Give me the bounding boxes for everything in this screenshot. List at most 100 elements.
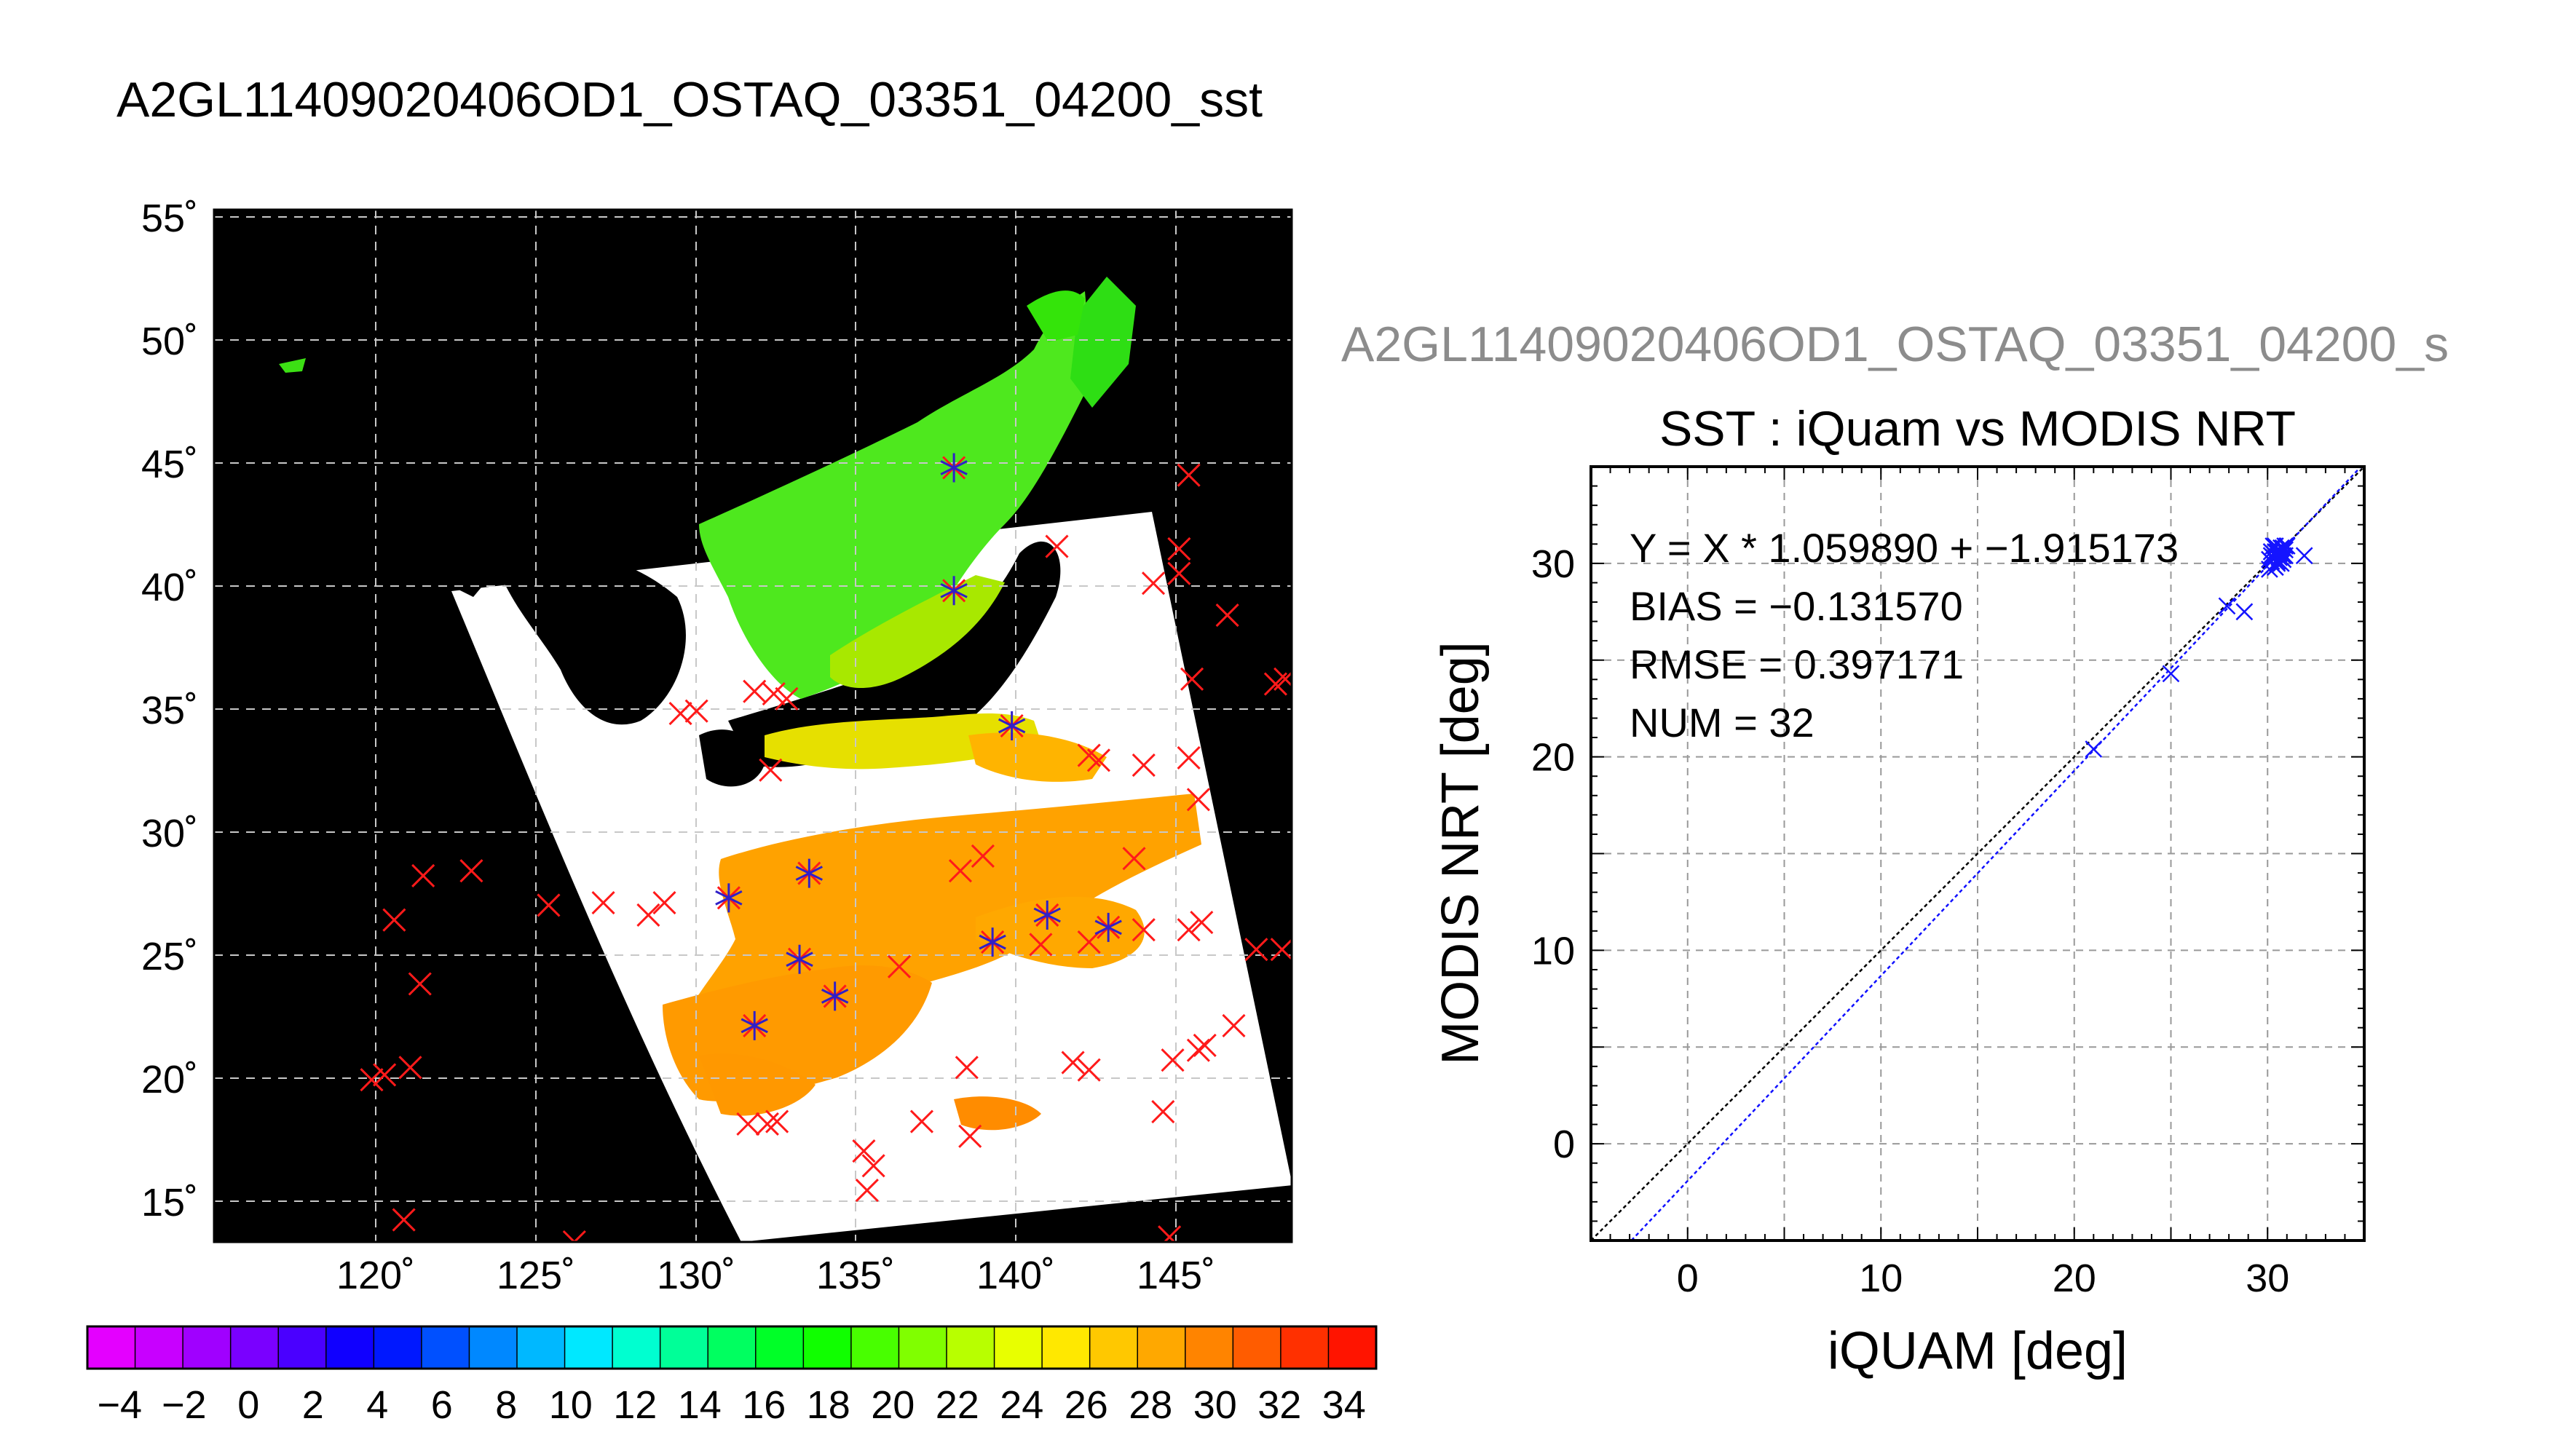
lat-label: 20˚ — [141, 1058, 198, 1101]
buoy-x-marker — [861, 1154, 885, 1178]
sst-green-island — [279, 358, 306, 373]
buoy-x-marker — [411, 863, 435, 888]
buoy-x-marker — [1158, 1225, 1182, 1242]
matched-star-marker — [741, 1010, 768, 1040]
y-tick-label: 20 — [1531, 736, 1575, 780]
buoy-x-marker — [958, 1124, 982, 1148]
buoy-x-marker — [1077, 1058, 1101, 1082]
lon-label: 125˚ — [497, 1254, 575, 1297]
scatter-point — [2085, 740, 2103, 758]
sst-map: 55˚ 50˚ 45˚ 40˚ 35˚ 30˚ 25˚ 20˚ 15˚ 120˚… — [141, 197, 1293, 1297]
colorbar-swatch — [230, 1326, 279, 1369]
colorbar-swatch — [755, 1326, 804, 1369]
colorbar-label: 4 — [366, 1383, 388, 1427]
matched-star-marker — [998, 711, 1026, 740]
colorbar-swatch — [469, 1326, 518, 1369]
colorbar-swatch — [708, 1326, 757, 1369]
colorbar-label: 26 — [1065, 1383, 1108, 1427]
plot-points — [2085, 537, 2313, 758]
plot-tick-labels: 0 10 20 30 0 10 20 30 — [1531, 542, 2289, 1300]
x-tick-label: 0 — [1677, 1257, 1699, 1300]
lat-label: 35˚ — [141, 689, 198, 732]
colorbar: −4 −2 0 2 4 6 8 10 12 14 16 18 20 22 24 26 28 30 32 34 — [86, 1325, 1378, 1427]
matched-star-marker — [821, 981, 849, 1011]
colorbar-swatch — [135, 1326, 183, 1369]
japan-landmass — [728, 541, 1061, 767]
one-to-one-line — [1591, 467, 2364, 1241]
buoy-x-marker — [1177, 918, 1201, 942]
buoy-x-marker — [1151, 1099, 1175, 1124]
map-buoy-points — [360, 453, 1292, 1242]
sst-yellowgreen-belt — [830, 575, 1005, 688]
buoy-x-marker — [1077, 930, 1101, 954]
lat-label: 55˚ — [141, 197, 198, 240]
lat-label: 15˚ — [141, 1181, 198, 1224]
sst-orange-south — [699, 1053, 816, 1116]
colorbar-label: −2 — [162, 1383, 207, 1427]
buoy-x-marker — [775, 687, 799, 711]
colorbar-swatch — [421, 1326, 470, 1369]
scatter-point — [2218, 597, 2236, 615]
buoy-x-marker — [971, 844, 995, 869]
buoy-x-marker — [537, 893, 561, 917]
colorbar-label: 10 — [549, 1383, 593, 1427]
scatter-point — [2235, 603, 2254, 621]
colorbar-label: 12 — [613, 1383, 657, 1427]
lon-tick-labels: 120˚ 125˚ 130˚ 135˚ 140˚ 145˚ — [336, 1254, 1215, 1297]
buoy-x-marker — [759, 758, 783, 782]
colorbar-swatch — [517, 1326, 566, 1369]
colorbar-label: 28 — [1129, 1383, 1172, 1427]
buoy-x-marker — [909, 1109, 934, 1133]
colorbar-label: 14 — [678, 1383, 722, 1427]
buoy-x-marker — [1177, 745, 1201, 769]
buoy-x-marker — [1186, 788, 1210, 812]
colorbar-label: 20 — [871, 1383, 915, 1427]
buoy-x-marker — [1141, 571, 1166, 596]
buoy-x-marker — [1161, 1048, 1185, 1072]
china-coast — [430, 553, 510, 597]
sst-yellow-south — [765, 713, 1041, 769]
hokkaido-green — [1027, 290, 1085, 342]
matched-star-marker — [795, 858, 823, 888]
y-axis-label: MODIS NRT [deg] — [1431, 641, 1490, 1065]
x-tick-label: 30 — [2246, 1257, 2289, 1300]
map-frame — [213, 208, 1293, 1243]
buoy-x-marker — [360, 1068, 384, 1092]
buoy-x-marker — [591, 891, 615, 915]
matched-star-marker — [940, 453, 968, 483]
colorbar-swatch — [612, 1326, 661, 1369]
matched-star-marker — [1094, 912, 1122, 942]
plot-ticks — [1590, 466, 2365, 1241]
colorbar-label: 8 — [495, 1383, 517, 1427]
colorbar-swatch — [1233, 1326, 1282, 1369]
colorbar-label: 34 — [1322, 1383, 1366, 1427]
buoy-x-marker — [755, 1112, 779, 1136]
lon-label: 145˚ — [1137, 1254, 1215, 1297]
buoy-x-marker — [652, 891, 676, 915]
scatter-point — [2295, 547, 2313, 565]
buoy-x-marker — [1177, 463, 1201, 487]
colorbar-swatch — [325, 1326, 374, 1369]
buoy-x-marker — [948, 859, 973, 883]
buoy-x-marker — [887, 954, 912, 978]
buoy-x-marker — [1244, 938, 1268, 962]
buoy-x-marker — [736, 1112, 760, 1136]
lat-label: 40˚ — [141, 566, 198, 609]
sst-orange-east — [976, 896, 1145, 968]
sst-orange-southeast — [954, 1096, 1041, 1131]
matched-star-marker — [786, 944, 813, 974]
buoy-x-marker — [1045, 534, 1069, 558]
x-axis-label: iQUAM [deg] — [1828, 1322, 2128, 1380]
colorbar-swatch — [850, 1326, 899, 1369]
buoy-x-marker — [1086, 748, 1110, 772]
colorbar-swatch — [374, 1326, 422, 1369]
scatter-point — [2276, 547, 2294, 565]
buoy-x-marker — [459, 859, 483, 883]
buoy-x-marker — [398, 1056, 422, 1080]
buoy-x-marker — [1061, 1051, 1085, 1075]
sst-green-east — [1070, 277, 1136, 408]
regression-fit-line — [1630, 467, 2363, 1241]
buoy-x-marker — [684, 699, 708, 723]
colorbar-label: 22 — [936, 1383, 979, 1427]
buoy-x-marker — [562, 1230, 586, 1242]
